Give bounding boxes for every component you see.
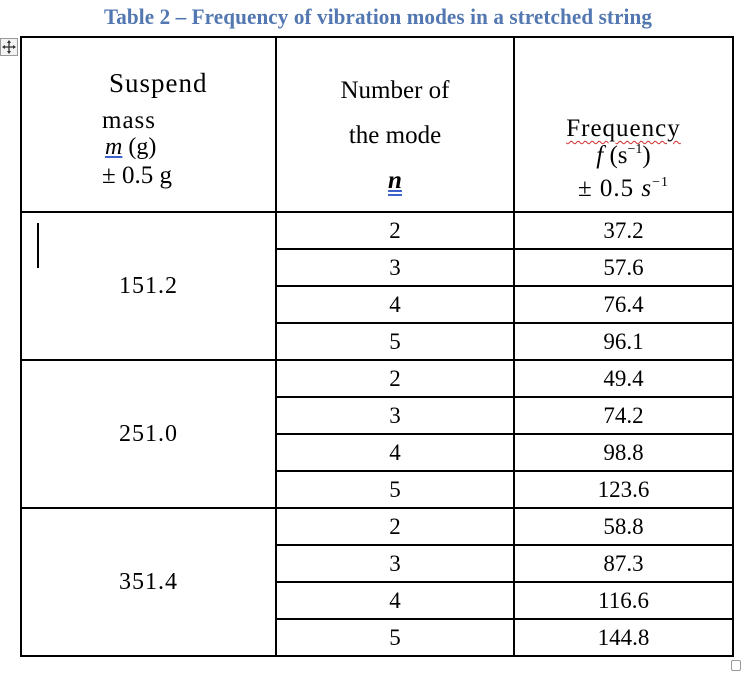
header-mode-number[interactable]: Number of the mode n	[275, 36, 515, 213]
header-mass-uncertainty: ± 0.5 g	[102, 162, 172, 189]
header-mass-symbol-line: m (g)	[105, 135, 156, 159]
mode-cell[interactable]: 5	[275, 618, 515, 657]
table-row: 4 116.6	[21, 581, 734, 620]
table-row: 4 76.4	[21, 285, 734, 324]
mode-cell[interactable]: 2	[275, 211, 515, 250]
header-mode-line2: the mode	[348, 122, 442, 149]
text-cursor	[37, 223, 39, 268]
four-arrow-move-icon	[2, 40, 16, 54]
frequency-cell[interactable]: 87.3	[513, 544, 734, 583]
mass-cell[interactable]: 151.2	[20, 211, 277, 361]
header-mass-line2: mass	[102, 107, 156, 134]
frequency-symbol: f	[596, 142, 604, 169]
header-row: Suspend mass m (g) ± 0.5 g Number of the…	[20, 36, 734, 213]
frequency-cell[interactable]: 76.4	[513, 285, 734, 324]
frequency-cell[interactable]: 49.4	[513, 359, 734, 398]
mode-cell[interactable]: 5	[275, 470, 515, 509]
mode-cell[interactable]: 4	[275, 433, 515, 472]
header-frequency-label: Frequency	[566, 115, 681, 142]
frequency-cell[interactable]: 57.6	[513, 248, 734, 287]
table-row: 251.0 2 49.4	[20, 359, 734, 509]
header-frequency-unit-line: f (s−1)	[515, 142, 732, 169]
mass-cell[interactable]: 351.4	[20, 507, 277, 657]
mode-cell[interactable]: 4	[275, 581, 515, 620]
header-frequency-uncertainty: ± 0.5 s−1	[515, 175, 732, 202]
mode-cell[interactable]: 3	[275, 396, 515, 435]
table-row: 4 98.8	[21, 433, 734, 472]
header-mass-line1: Suspend	[109, 68, 208, 98]
header-mode-symbol-line: n	[277, 168, 513, 193]
header-suspend-mass[interactable]: Suspend mass m (g) ± 0.5 g	[20, 36, 277, 213]
frequency-table: Suspend mass m (g) ± 0.5 g Number of the…	[20, 36, 734, 657]
table-row: 5 96.1	[21, 322, 734, 361]
table-row: 5 123.6	[21, 470, 734, 509]
mass-symbol: m	[105, 134, 123, 160]
frequency-uncertainty-unit: s	[641, 175, 653, 202]
table-resize-icon[interactable]	[731, 660, 741, 671]
frequency-unit-exponent: −1	[627, 142, 643, 157]
mode-cell[interactable]: 2	[275, 359, 515, 398]
frequency-cell[interactable]: 58.8	[513, 507, 734, 546]
header-mode-line1: Number of	[340, 77, 450, 104]
table-row: 3 87.3	[21, 544, 734, 583]
frequency-unit-close: )	[642, 142, 651, 169]
frequency-cell[interactable]: 37.2	[513, 211, 734, 250]
mode-cell[interactable]: 3	[275, 248, 515, 287]
table-caption: Table 2 – Frequency of vibration modes i…	[103, 4, 653, 29]
frequency-unit-open: (s	[603, 142, 628, 169]
frequency-cell[interactable]: 74.2	[513, 396, 734, 435]
mass-cell[interactable]: 251.0	[20, 359, 277, 509]
table-row: 3 74.2	[21, 396, 734, 435]
frequency-cell[interactable]: 98.8	[513, 433, 734, 472]
mode-cell[interactable]: 3	[275, 544, 515, 583]
mode-cell[interactable]: 4	[275, 285, 515, 324]
frequency-uncertainty-exponent: −1	[652, 175, 670, 190]
frequency-cell[interactable]: 123.6	[513, 470, 734, 509]
table-row: 5 144.8	[21, 618, 734, 657]
frequency-cell[interactable]: 144.8	[513, 618, 734, 657]
header-frequency[interactable]: Frequency f (s−1) ± 0.5 s−1	[513, 36, 734, 213]
mode-cell[interactable]: 5	[275, 322, 515, 361]
mass-unit: (g)	[122, 134, 157, 160]
mode-cell[interactable]: 2	[275, 507, 515, 546]
table-row: 351.4 2 58.8	[20, 507, 734, 657]
table-row: 151.2 2 37.2	[20, 211, 734, 361]
frequency-cell[interactable]: 96.1	[513, 322, 734, 361]
frequency-uncertainty-value: ± 0.5	[577, 175, 642, 202]
frequency-cell[interactable]: 116.6	[513, 581, 734, 620]
mode-symbol: n	[388, 167, 402, 194]
table-row: 3 57.6	[21, 248, 734, 287]
table-move-handle[interactable]	[0, 38, 18, 56]
